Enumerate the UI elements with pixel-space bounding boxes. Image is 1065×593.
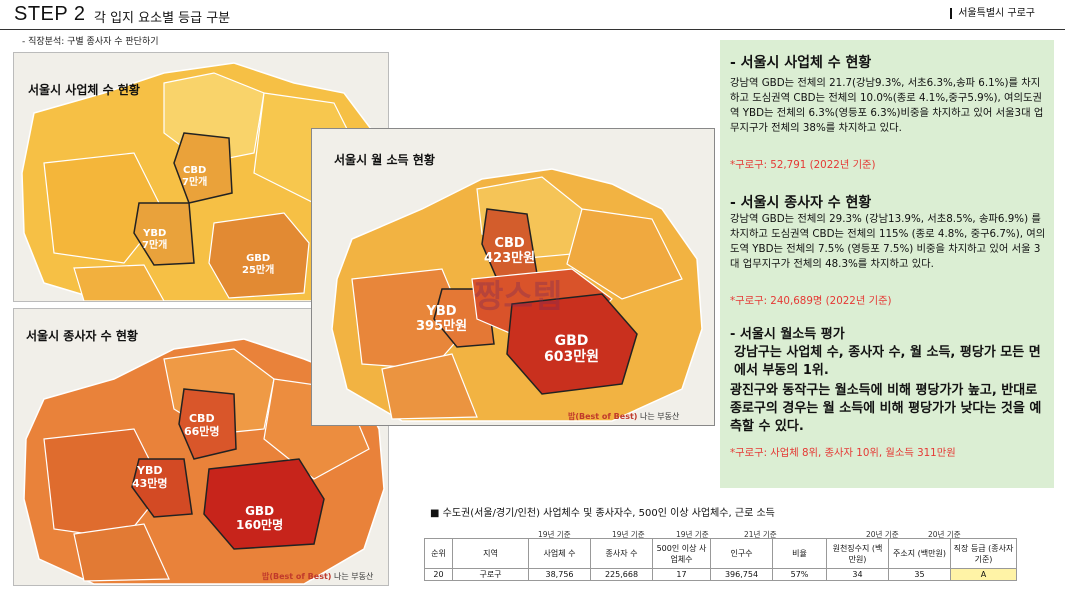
income-cbd-name: CBD: [494, 236, 525, 251]
income-gbd-label: GBD 603만원: [544, 333, 599, 365]
income-map-title: 서울시 월 소득 현황: [334, 153, 435, 167]
col-ratio[interactable]: 비율: [772, 538, 827, 569]
business-ybd-value: 7만개: [142, 239, 168, 251]
business-cbd-name: CBD: [183, 165, 207, 176]
panel-heading-workers: - 서울시 종사자 수 현황: [730, 195, 872, 211]
panel-text-income-1: 강남구는 사업체 수, 종사자 수, 월 소득, 평당가 모든 면에서 부동의 …: [734, 345, 1041, 378]
income-ybd-value: 395만원: [416, 318, 468, 334]
business-map-title: 서울시 사업체 수 현황: [28, 83, 140, 97]
income-gbd-name: GBD: [554, 333, 589, 349]
cell-address: 35: [888, 568, 951, 581]
workers-map-graphic: [23, 338, 385, 585]
step-label: STEP 2: [14, 3, 86, 25]
cell-500plus: 17: [652, 568, 711, 581]
panel-note-workers: *구로구: 240,689명 (2022년 기준): [730, 295, 892, 307]
col-500plus[interactable]: 500인 이상 사업체수: [652, 538, 711, 569]
business-gbd-label: GBD 25만개: [242, 253, 274, 276]
income-map: 서울시 월 소득 현황 CBD 423만원 YBD 395만원 GBD 603만…: [311, 128, 715, 426]
panel-text-income-2: 광진구와 동작구는 월소득에 비해 평당가가 높고, 반대로 종로구의 경우는 …: [730, 383, 1042, 434]
workers-ybd-value: 43만명: [132, 476, 168, 490]
workers-brand-b: 나는 부동산: [334, 572, 374, 581]
cell-business: 38,756: [528, 568, 591, 581]
workers-count-map: 서울시 종사자 수 현황 CBD 66만명 YBD 43만명 GBD 160만명…: [13, 308, 389, 586]
panel-text-workers: 강남역 GBD는 전체의 29.3% (강남13.9%, 서초8.5%, 송파6…: [730, 213, 1046, 270]
workers-gbd-value: 160만명: [236, 517, 284, 532]
income-brand-b: 나는 부동산: [640, 412, 680, 421]
business-ybd-name: YBD: [143, 228, 167, 239]
workers-gbd-name: GBD: [245, 504, 275, 518]
workers-cbd-value: 66만명: [184, 424, 220, 438]
business-gbd-value: 25만개: [242, 264, 275, 276]
year-note-4: 21년 기준: [744, 530, 777, 539]
income-cbd-label: CBD 423만원: [484, 236, 536, 267]
col-grade[interactable]: 직장 등급 (종사자 기준): [950, 538, 1017, 569]
business-ybd-label: YBD 7만개: [142, 228, 167, 251]
col-population[interactable]: 인구수: [710, 538, 773, 569]
workers-brand-a: 밥(Best of Best): [262, 572, 332, 581]
income-ybd-name: YBD: [426, 304, 457, 319]
workers-brand: 밥(Best of Best) 나는 부동산: [262, 571, 373, 582]
workers-gbd-label: GBD 160만명: [236, 504, 284, 533]
income-brand-a: 밥(Best of Best): [568, 412, 638, 421]
page-title: 각 입지 요소별 등급 구분: [94, 11, 231, 26]
workers-ybd-name: YBD: [137, 464, 163, 477]
business-cbd-label: CBD 7만개: [182, 165, 207, 188]
stats-table: 순위 지역 사업체 수 종사자 수 500인 이상 사업체수 인구수 비율 원천…: [424, 538, 1017, 581]
income-gbd-value: 603만원: [544, 349, 599, 366]
cell-region: 구로구: [452, 568, 529, 581]
income-ybd-label: YBD 395만원: [416, 304, 468, 335]
col-rank[interactable]: 순위: [424, 538, 453, 569]
workers-map-title: 서울시 종사자 수 현황: [26, 329, 138, 343]
cell-population: 396,754: [710, 568, 773, 581]
workers-cbd-label: CBD 66만명: [184, 412, 220, 438]
cell-workers: 225,668: [590, 568, 653, 581]
panel-text-business: 강남역 GBD는 전체의 21.7(강남9.3%, 서초6.3%,송파 6.1%…: [730, 77, 1044, 134]
panel-heading-income: - 서울시 월소득 평가: [730, 327, 845, 342]
summary-panel: - 서울시 사업체 수 현황 강남역 GBD는 전체의 21.7(강남9.3%,…: [720, 40, 1054, 488]
col-withholding[interactable]: 원천징수지 (백만원): [826, 538, 889, 569]
panel-note-business: *구로구: 52,791 (2022년 기준): [730, 159, 876, 171]
section-note: - 직장분석: 구별 종사자 수 판단하기: [22, 37, 159, 47]
business-cbd-value: 7만개: [182, 176, 208, 188]
year-note-1: 19년 기준: [538, 530, 571, 539]
watermark: 짱스텝: [474, 277, 563, 315]
income-map-graphic: [331, 168, 703, 422]
year-note-2: 19년 기준: [612, 530, 645, 539]
col-workers[interactable]: 종사자 수: [590, 538, 653, 569]
year-note-5: 20년 기준: [866, 530, 899, 539]
region-label: 서울특별시 구로구: [950, 8, 1035, 19]
cell-grade: A: [950, 568, 1017, 581]
panel-heading-business: - 서울시 사업체 수 현황: [730, 55, 872, 71]
col-business[interactable]: 사업체 수: [528, 538, 591, 569]
year-note-6: 20년 기준: [928, 530, 961, 539]
panel-note-income: *구로구: 사업체 8위, 종사자 10위, 월소득 311만원: [730, 447, 956, 459]
table-header-row: 순위 지역 사업체 수 종사자 수 500인 이상 사업체수 인구수 비율 원천…: [424, 538, 1017, 569]
col-address[interactable]: 주소지 (백만원): [888, 538, 951, 569]
table-row: 20 구로구 38,756 225,668 17 396,754 57% 34 …: [424, 568, 1017, 581]
table-title: ■ 수도권(서울/경기/인천) 사업체수 및 종사자수, 500인 이상 사업체…: [430, 508, 775, 519]
income-brand: 밥(Best of Best) 나는 부동산: [568, 411, 679, 422]
income-cbd-value: 423만원: [484, 250, 536, 266]
cell-rank: 20: [424, 568, 453, 581]
business-gbd-name: GBD: [246, 253, 271, 264]
cell-ratio: 57%: [772, 568, 827, 581]
workers-ybd-label: YBD 43만명: [132, 464, 168, 490]
cell-withholding: 34: [826, 568, 889, 581]
workers-cbd-name: CBD: [188, 412, 215, 425]
year-note-3: 19년 기준: [676, 530, 709, 539]
col-region[interactable]: 지역: [452, 538, 529, 569]
header: STEP 2 각 입지 요소별 등급 구분 서울특별시 구로구: [0, 0, 1065, 30]
